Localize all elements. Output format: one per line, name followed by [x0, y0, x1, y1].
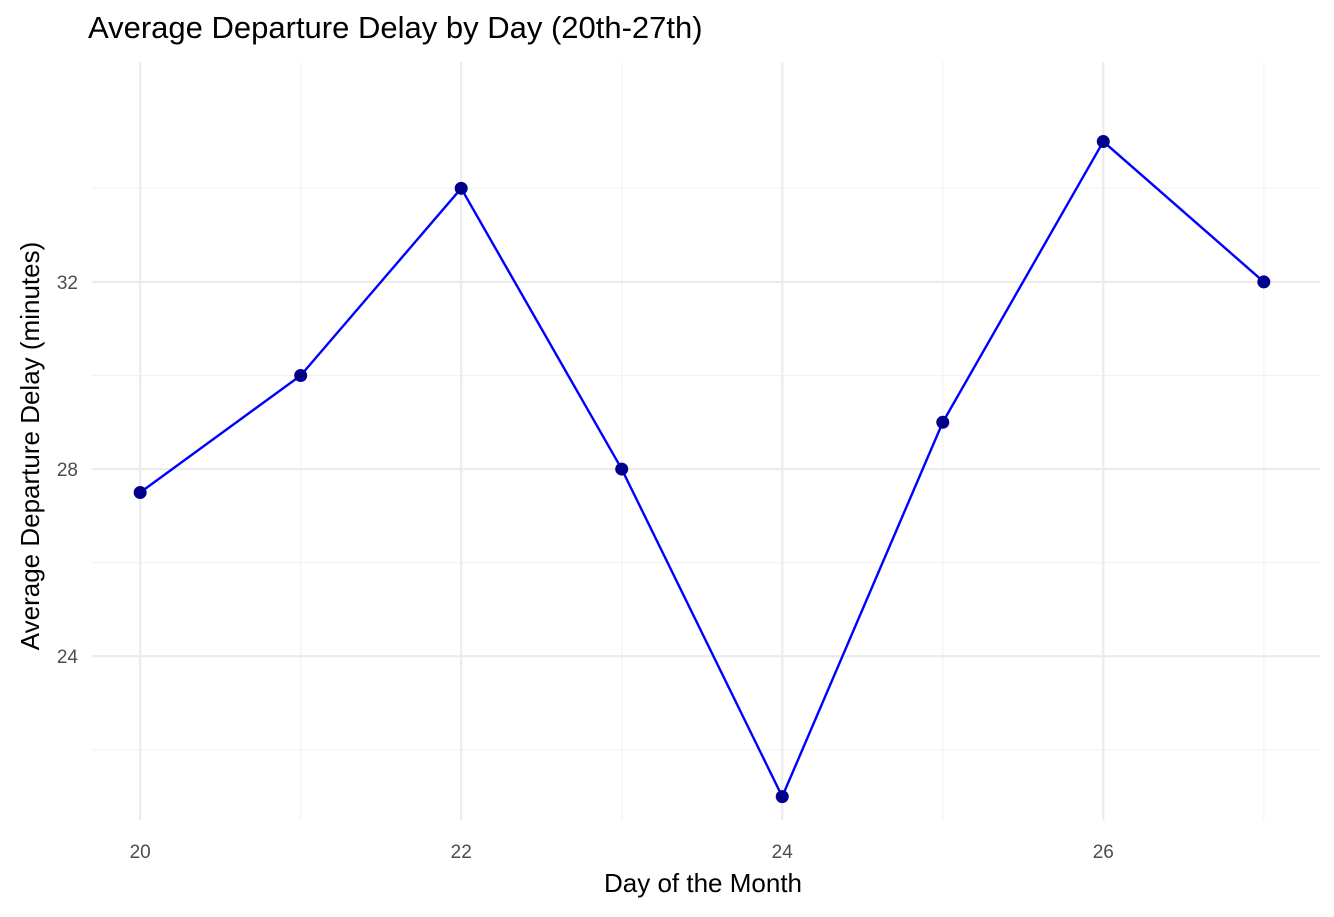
- x-tick-label: 26: [1093, 842, 1114, 863]
- x-axis-tick-labels: 20 22 24 26: [130, 842, 1114, 863]
- series-line-group: [139, 140, 1265, 798]
- data-point: [294, 368, 308, 382]
- data-point: [615, 462, 629, 476]
- data-point: [936, 415, 950, 429]
- x-tick-label: 24: [772, 842, 794, 863]
- grid: [92, 62, 1320, 820]
- data-point: [1257, 275, 1271, 289]
- y-tick-label: 28: [57, 460, 78, 481]
- data-point: [133, 485, 147, 499]
- x-tick-label: 22: [451, 842, 472, 863]
- chart-title: Average Departure Delay by Day (20th-27t…: [88, 10, 703, 45]
- y-axis-label: Average Departure Delay (minutes): [15, 242, 45, 650]
- data-points: [133, 135, 1271, 804]
- y-tick-label: 32: [57, 273, 78, 294]
- x-axis-label: Day of the Month: [604, 868, 802, 898]
- y-tick-label: 24: [57, 647, 79, 668]
- data-point: [775, 790, 789, 804]
- series-line: [139, 140, 1265, 798]
- data-point: [454, 181, 468, 195]
- y-axis-tick-labels: 24 28 32: [57, 273, 79, 668]
- data-point: [1096, 135, 1110, 149]
- x-tick-label: 20: [130, 842, 151, 863]
